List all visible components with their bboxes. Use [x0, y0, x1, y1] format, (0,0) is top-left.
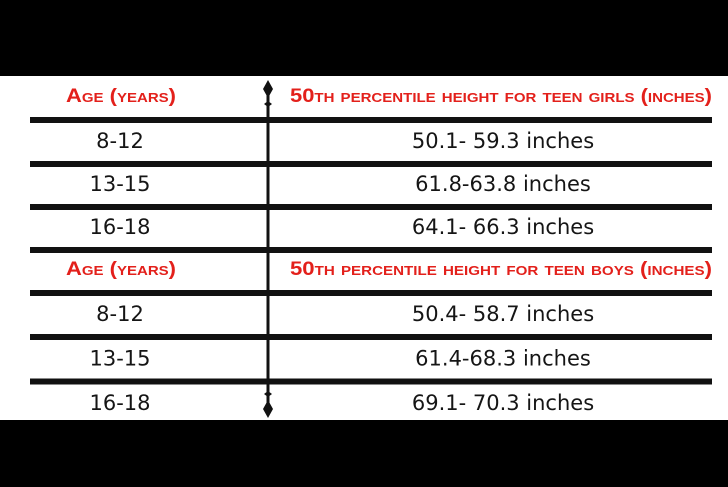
- age-cell: 16-18: [89, 391, 150, 415]
- height-cell: 50.1- 59.3 inches: [412, 129, 594, 153]
- row-divider: [30, 117, 712, 123]
- age-cell: 13-15: [89, 347, 150, 371]
- height-cell: 64.1- 66.3 inches: [412, 215, 594, 239]
- height-cell: 61.8-63.8 inches: [415, 172, 591, 196]
- row-divider: [30, 161, 712, 167]
- table-content: Age (years) 50th percentile height for te…: [30, 86, 712, 415]
- row-divider: [30, 334, 712, 340]
- row-divider: [30, 204, 712, 210]
- age-cell: 16-18: [89, 215, 150, 239]
- height-cell: 50.4- 58.7 inches: [412, 302, 594, 326]
- age-cell: 8-12: [96, 129, 144, 153]
- row-divider: [30, 290, 712, 296]
- row-divider: [30, 378, 712, 385]
- divider-ornament-top: [263, 80, 273, 107]
- height-cell: 69.1- 70.3 inches: [412, 391, 594, 415]
- row-divider: [30, 247, 712, 253]
- column-header: 50th percentile height for teen boys (in…: [290, 259, 712, 280]
- column-header: Age (years): [66, 259, 176, 280]
- column-header: 50th percentile height for teen girls (i…: [290, 86, 712, 107]
- age-cell: 13-15: [89, 172, 150, 196]
- column-header: Age (years): [66, 86, 176, 107]
- divider-ornament-bottom: [263, 391, 273, 418]
- age-cell: 8-12: [96, 302, 144, 326]
- height-cell: 61.4-68.3 inches: [415, 347, 591, 371]
